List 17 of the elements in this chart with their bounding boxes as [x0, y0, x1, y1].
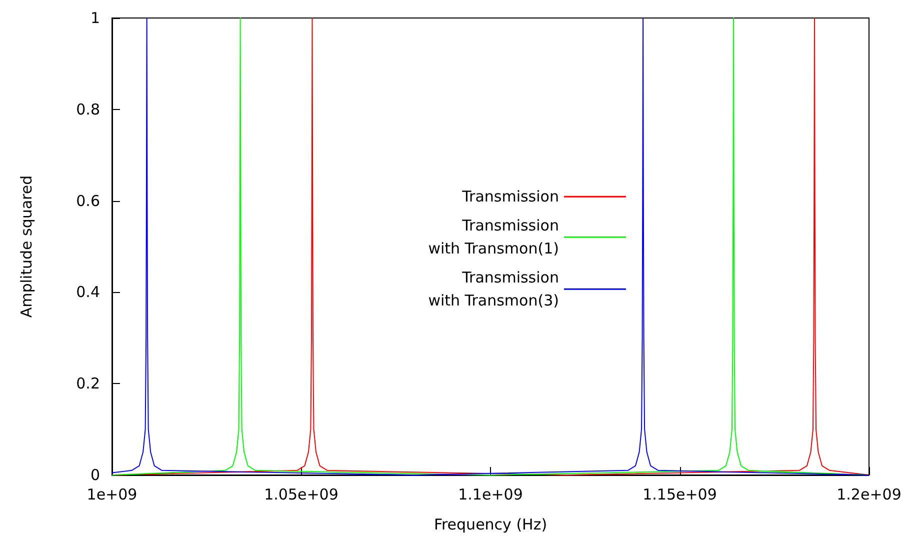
legend-label: Transmission: [461, 188, 559, 206]
line-series: [112, 18, 870, 476]
y-tick-label: 0.6: [76, 192, 100, 210]
x-tick-label: 1.05e+09: [264, 486, 338, 504]
legend-label: Transmission with Transmon(3): [428, 268, 559, 310]
y-tick-label: 0.8: [76, 100, 100, 118]
y-tick-label: 1: [90, 9, 100, 27]
x-tick-label: 1.2e+09: [836, 486, 902, 504]
x-tick-label: 1.1e+09: [458, 486, 523, 504]
y-tick-label: 0: [90, 466, 100, 484]
x-tick-label: 1e+09: [86, 486, 138, 504]
x-tick-label: 1.15e+09: [642, 486, 717, 504]
y-tick-label: 0.4: [76, 283, 100, 302]
y-tick-label: 0.2: [76, 374, 100, 393]
y-axis-title: Amplitude squared: [18, 175, 36, 318]
legend-label: Transmission with Transmon(1): [428, 216, 559, 258]
x-axis-title: Frequency (Hz): [434, 516, 548, 534]
